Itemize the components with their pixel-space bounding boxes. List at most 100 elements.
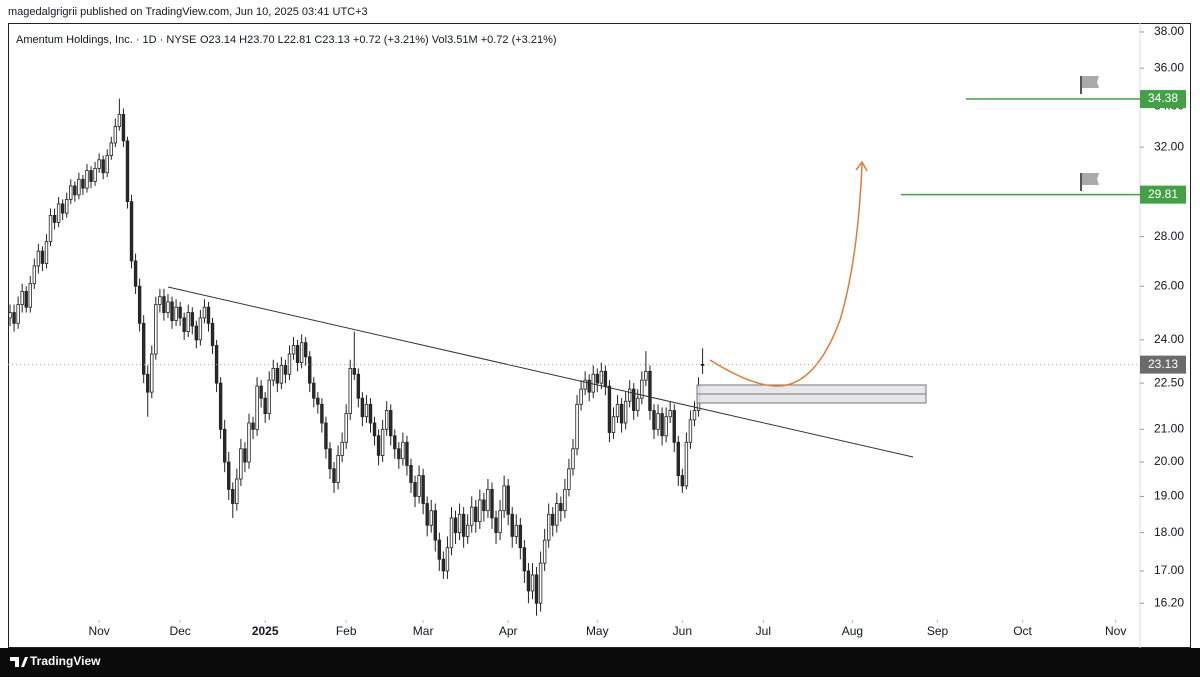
candle-body xyxy=(599,370,604,384)
candle-body xyxy=(530,574,535,592)
candle-body xyxy=(465,524,470,537)
candle-body xyxy=(676,441,680,476)
candle-body xyxy=(688,419,693,443)
candle-body xyxy=(40,250,45,264)
x-tick-label: Feb xyxy=(336,624,357,638)
flag xyxy=(1080,76,1099,94)
candle-body xyxy=(93,167,97,182)
legend-symbol: Amentum Holdings, Inc. · 1D · NYSE xyxy=(16,34,196,46)
x-tick-label: Aug xyxy=(842,624,863,638)
candle-body xyxy=(222,428,227,463)
candle-body xyxy=(52,214,57,223)
candle-body xyxy=(77,178,81,196)
candle-body xyxy=(8,312,12,319)
candle-body xyxy=(401,441,405,460)
candle-body xyxy=(32,265,37,285)
x-tick-label: 2025 xyxy=(252,624,279,638)
candle-body xyxy=(591,373,595,393)
candle-body xyxy=(291,345,296,355)
candle-body xyxy=(648,370,652,411)
candle-body xyxy=(283,365,288,375)
candle-body xyxy=(162,296,166,313)
candle-body xyxy=(393,435,397,450)
candle-body xyxy=(182,317,186,332)
candle-body xyxy=(267,379,271,414)
candle-body xyxy=(636,397,640,411)
candle-body xyxy=(449,517,454,549)
candle-body xyxy=(457,513,462,534)
projection-arrow xyxy=(855,160,868,172)
y-tick-label: 26.00 xyxy=(1154,278,1184,292)
target-level-box xyxy=(1140,185,1186,204)
candle-body xyxy=(652,410,656,430)
candle-body xyxy=(316,397,320,405)
candle-body xyxy=(567,468,571,490)
candle-body xyxy=(137,285,142,324)
candle-body xyxy=(295,345,300,364)
candle-body xyxy=(546,513,551,541)
candle-body xyxy=(129,201,134,262)
candle-body xyxy=(680,475,685,487)
candle-body xyxy=(227,461,231,490)
candle-body xyxy=(210,322,215,346)
candle-body xyxy=(534,574,539,604)
candle-body xyxy=(308,356,312,384)
candle-body xyxy=(12,312,16,324)
candle-body xyxy=(348,368,352,414)
candle-body xyxy=(619,403,624,424)
x-tick-label: Sep xyxy=(927,624,949,638)
candle-body xyxy=(571,448,575,470)
candle-body xyxy=(579,388,583,405)
candle-body xyxy=(303,342,308,358)
candle-body xyxy=(312,382,316,399)
candle-body xyxy=(206,306,211,324)
last-price-label: 23.13 xyxy=(1148,357,1178,371)
candle-body xyxy=(514,524,518,537)
footer-logo-text: TradingView xyxy=(30,654,101,668)
candle-body xyxy=(255,385,259,430)
candle-body xyxy=(494,517,498,534)
candle-body xyxy=(692,410,697,421)
candle-body xyxy=(380,428,385,456)
y-tick-label: 16.20 xyxy=(1154,595,1184,609)
candle-body xyxy=(105,155,109,174)
candle-body xyxy=(615,403,620,418)
candle-body xyxy=(97,159,101,169)
footer-logo xyxy=(10,657,28,667)
candle-body xyxy=(372,422,377,437)
candle-body xyxy=(640,379,644,399)
y-tick-label: 28.00 xyxy=(1154,229,1184,243)
candle-body xyxy=(409,465,413,483)
candle-body xyxy=(700,363,705,366)
candle-body xyxy=(178,306,182,319)
candle-body xyxy=(623,400,628,424)
y-tick-label: 32.00 xyxy=(1154,139,1184,153)
candle-body xyxy=(376,435,381,456)
candle-body xyxy=(133,260,138,287)
candle-body xyxy=(198,317,203,341)
candle-body xyxy=(437,539,442,560)
candle-body xyxy=(368,403,373,424)
target-level-label: 34.38 xyxy=(1148,91,1178,105)
y-tick-label: 17.00 xyxy=(1154,563,1184,577)
candle-body xyxy=(275,368,280,384)
x-tick-label: May xyxy=(586,624,609,638)
candle-body xyxy=(603,370,608,387)
candle-body xyxy=(174,306,178,322)
candle-body xyxy=(360,397,365,418)
candle-body xyxy=(48,214,53,242)
y-tick-label: 18.00 xyxy=(1154,525,1184,539)
candle-body xyxy=(433,510,437,541)
y-tick-label: 38.00 xyxy=(1154,24,1184,38)
candle-body xyxy=(413,482,417,497)
candle-body xyxy=(356,373,361,399)
candle-body xyxy=(607,385,612,433)
candle-body xyxy=(660,413,664,437)
y-tick-label: 24.00 xyxy=(1154,332,1184,346)
candle-body xyxy=(125,140,130,203)
candle-body xyxy=(89,170,93,182)
candle-body xyxy=(24,291,28,308)
candle-body xyxy=(328,448,332,470)
candle-body xyxy=(218,382,223,430)
